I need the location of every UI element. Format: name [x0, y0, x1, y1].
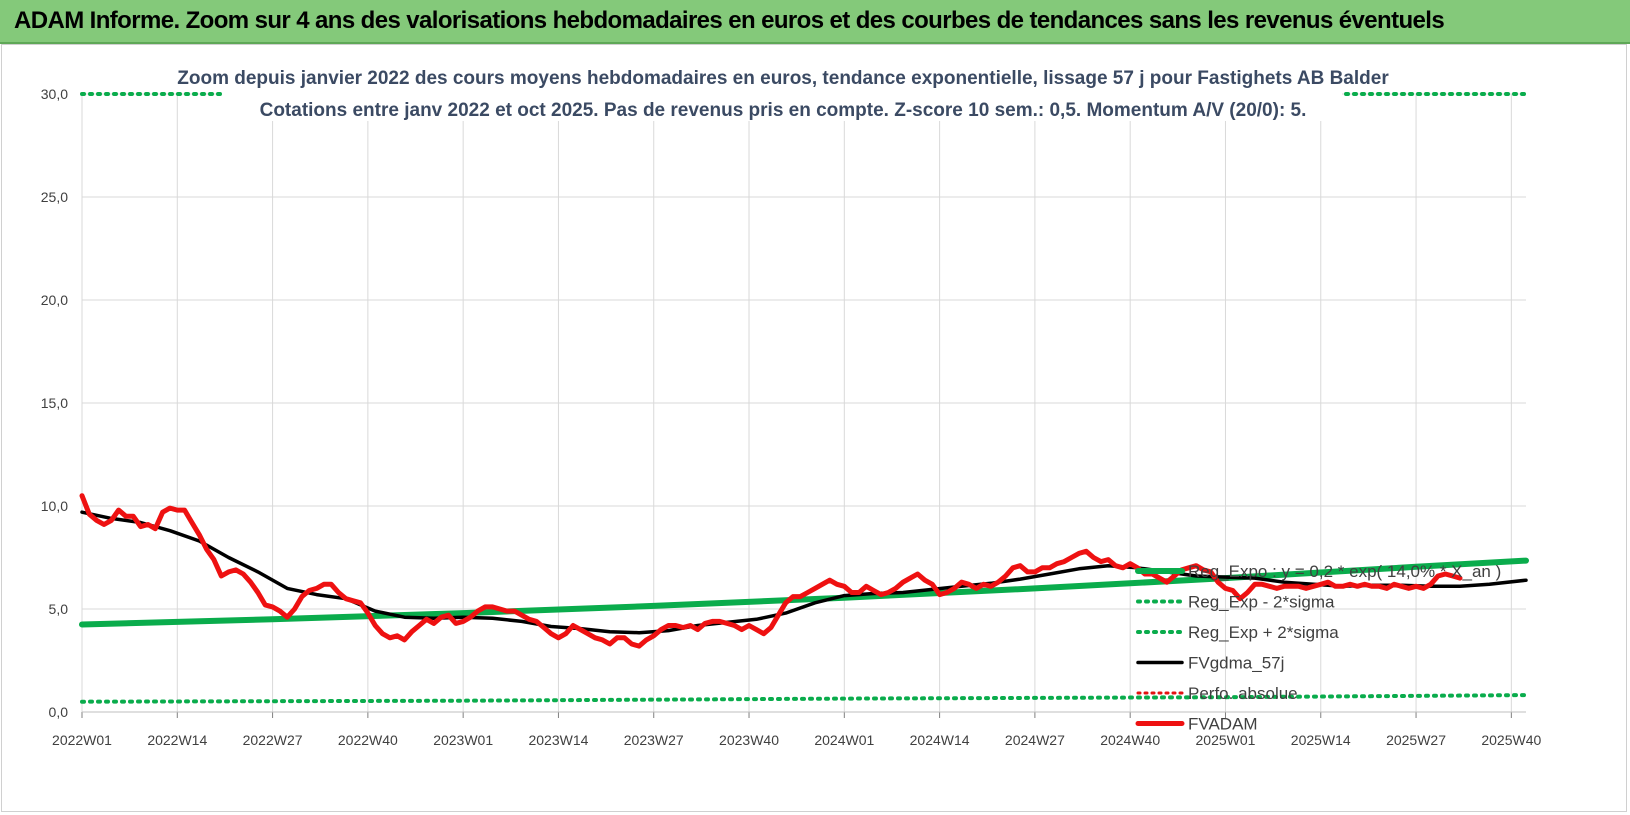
- legend-label-reg-expo-line: Reg_Expo : y = 0,2 * exp( 14,0% * X_an ): [1188, 562, 1501, 581]
- y-tick-label: 15,0: [41, 395, 68, 411]
- y-tick-label: 20,0: [41, 292, 68, 308]
- chart-frame: 0,0 5,0 10,0 15,0 20,0 25,0 30,0 2022W01 2022W14…: [1, 44, 1627, 812]
- x-tick-label: 2024W01: [814, 732, 874, 748]
- report-banner: ADAM Informe. Zoom sur 4 ans des valoris…: [0, 0, 1630, 44]
- y-tick-label: 0,0: [49, 704, 69, 720]
- legend-label-reg-exp-plus-2sigma-line: Reg_Exp + 2*sigma: [1188, 623, 1339, 642]
- x-tick-label: 2024W40: [1100, 732, 1160, 748]
- chart-subtitle: Cotations entre janv 2022 et oct 2025. P…: [260, 100, 1307, 121]
- x-tick-label: 2024W27: [1005, 732, 1065, 748]
- x-tick-label: 2025W40: [1481, 732, 1541, 748]
- report-title: ADAM Informe. Zoom sur 4 ans des valoris…: [14, 7, 1445, 34]
- fvgdma-57j-line: [80, 510, 1528, 635]
- legend-label-perfo-absolue-line: Perfo. absolue: [1188, 684, 1298, 703]
- x-tick-label: 2022W14: [147, 732, 207, 748]
- axes: 0,0 5,0 10,0 15,0 20,0 25,0 30,0 2022W01 2022W14…: [41, 86, 1542, 748]
- x-tick-label: 2025W14: [1291, 732, 1351, 748]
- chart-title: Zoom depuis janvier 2022 des cours moyen…: [177, 68, 1389, 89]
- chart-titles: Zoom depuis janvier 2022 des cours moyen…: [177, 59, 1389, 121]
- y-tick-label: 30,0: [41, 86, 68, 102]
- legend-label-reg-exp-minus-2sigma-line: Reg_Exp - 2*sigma: [1188, 593, 1335, 612]
- y-tick-label: 10,0: [41, 498, 68, 514]
- x-tick-label: 2025W27: [1386, 732, 1446, 748]
- reg-exp-minus-2sigma-line: [80, 693, 1528, 704]
- reg-expo-line: [79, 557, 1529, 628]
- x-tick-label: 2023W14: [528, 732, 588, 748]
- x-tick-label: 2022W40: [338, 732, 398, 748]
- line-chart: 0,0 5,0 10,0 15,0 20,0 25,0 30,0 2022W01 2022W14…: [41, 59, 1542, 748]
- x-tick-label: 2023W01: [433, 732, 493, 748]
- grid: [81, 93, 1526, 713]
- x-tick-label: 2022W27: [243, 732, 303, 748]
- x-tick-label: 2025W01: [1196, 732, 1256, 748]
- x-tick-label: 2023W40: [719, 732, 779, 748]
- legend: Reg_Expo : y = 0,2 * exp( 14,0% * X_an )…: [1135, 562, 1501, 734]
- legend-label-fvgdma-57j-line: FVgdma_57j: [1188, 654, 1284, 673]
- x-tick-label: 2022W01: [52, 732, 112, 748]
- y-tick-label: 25,0: [41, 189, 68, 205]
- title-background: [222, 59, 1342, 121]
- x-tick-label: 2024W14: [910, 732, 970, 748]
- fvadam-line: [79, 493, 1463, 649]
- x-tick-label: 2023W27: [624, 732, 684, 748]
- y-tick-label: 5,0: [49, 601, 69, 617]
- legend-label-fvadam-line: FVADAM: [1188, 715, 1258, 734]
